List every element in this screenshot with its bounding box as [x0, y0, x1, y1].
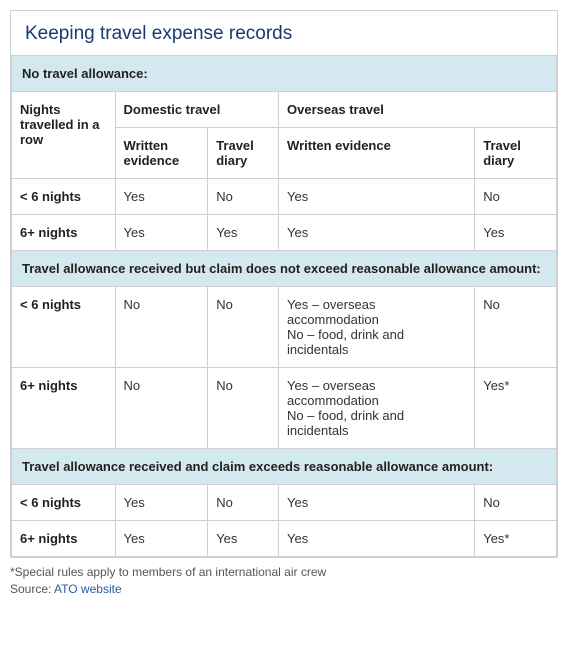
cell-overseas-written: Yes – overseas accommodation No – food, …: [279, 368, 475, 449]
cell-overseas-diary: No: [475, 287, 557, 368]
footnote: *Special rules apply to members of an in…: [10, 564, 558, 598]
cell-overseas-written: Yes: [279, 485, 475, 521]
expense-table: No travel allowance:Nights travelled in …: [11, 55, 557, 557]
cell-domestic-diary: No: [208, 368, 279, 449]
cell-overseas-written: Yes: [279, 179, 475, 215]
section-header: Travel allowance received and claim exce…: [12, 449, 557, 485]
col-domestic-written: Written evidence: [115, 128, 208, 179]
cell-overseas-diary: Yes*: [475, 368, 557, 449]
cell-nights: < 6 nights: [12, 287, 116, 368]
footnote-source: Source: ATO website: [10, 581, 558, 598]
table-row: 6+ nightsYesYesYesYes*: [12, 521, 557, 557]
cell-domestic-diary: Yes: [208, 215, 279, 251]
col-nights: Nights travelled in a row: [12, 92, 116, 179]
col-overseas-diary: Travel diary: [475, 128, 557, 179]
section-label: Travel allowance received but claim does…: [12, 251, 557, 287]
cell-overseas-written: Yes – overseas accommodation No – food, …: [279, 287, 475, 368]
col-domestic-diary: Travel diary: [208, 128, 279, 179]
source-label: Source:: [10, 582, 54, 596]
cell-domestic-diary: No: [208, 485, 279, 521]
section-header: No travel allowance:: [12, 56, 557, 92]
cell-nights: 6+ nights: [12, 368, 116, 449]
section-label: No travel allowance:: [12, 56, 557, 92]
table-row: 6+ nightsNoNoYes – overseas accommodatio…: [12, 368, 557, 449]
col-domestic: Domestic travel: [115, 92, 278, 128]
records-panel: Keeping travel expense records No travel…: [10, 10, 558, 558]
cell-overseas-written: Yes: [279, 521, 475, 557]
cell-domestic-written: Yes: [115, 179, 208, 215]
header-row-1: Nights travelled in a rowDomestic travel…: [12, 92, 557, 128]
table-row: < 6 nightsYesNoYesNo: [12, 485, 557, 521]
cell-domestic-written: Yes: [115, 215, 208, 251]
cell-domestic-diary: No: [208, 179, 279, 215]
cell-overseas-diary: No: [475, 179, 557, 215]
panel-title: Keeping travel expense records: [11, 11, 557, 55]
cell-domestic-written: No: [115, 287, 208, 368]
cell-domestic-diary: Yes: [208, 521, 279, 557]
table-row: < 6 nightsNoNoYes – overseas accommodati…: [12, 287, 557, 368]
footnote-special: *Special rules apply to members of an in…: [10, 564, 558, 581]
cell-overseas-written: Yes: [279, 215, 475, 251]
cell-overseas-diary: Yes*: [475, 521, 557, 557]
section-label: Travel allowance received and claim exce…: [12, 449, 557, 485]
table-row: 6+ nightsYesYesYesYes: [12, 215, 557, 251]
col-overseas: Overseas travel: [279, 92, 557, 128]
cell-domestic-written: Yes: [115, 521, 208, 557]
cell-domestic-written: No: [115, 368, 208, 449]
cell-nights: 6+ nights: [12, 521, 116, 557]
section-header: Travel allowance received but claim does…: [12, 251, 557, 287]
cell-nights: < 6 nights: [12, 485, 116, 521]
source-link[interactable]: ATO website: [54, 582, 122, 596]
table-row: < 6 nightsYesNoYesNo: [12, 179, 557, 215]
col-overseas-written: Written evidence: [279, 128, 475, 179]
cell-overseas-diary: No: [475, 485, 557, 521]
cell-overseas-diary: Yes: [475, 215, 557, 251]
cell-nights: 6+ nights: [12, 215, 116, 251]
cell-domestic-diary: No: [208, 287, 279, 368]
cell-nights: < 6 nights: [12, 179, 116, 215]
cell-domestic-written: Yes: [115, 485, 208, 521]
